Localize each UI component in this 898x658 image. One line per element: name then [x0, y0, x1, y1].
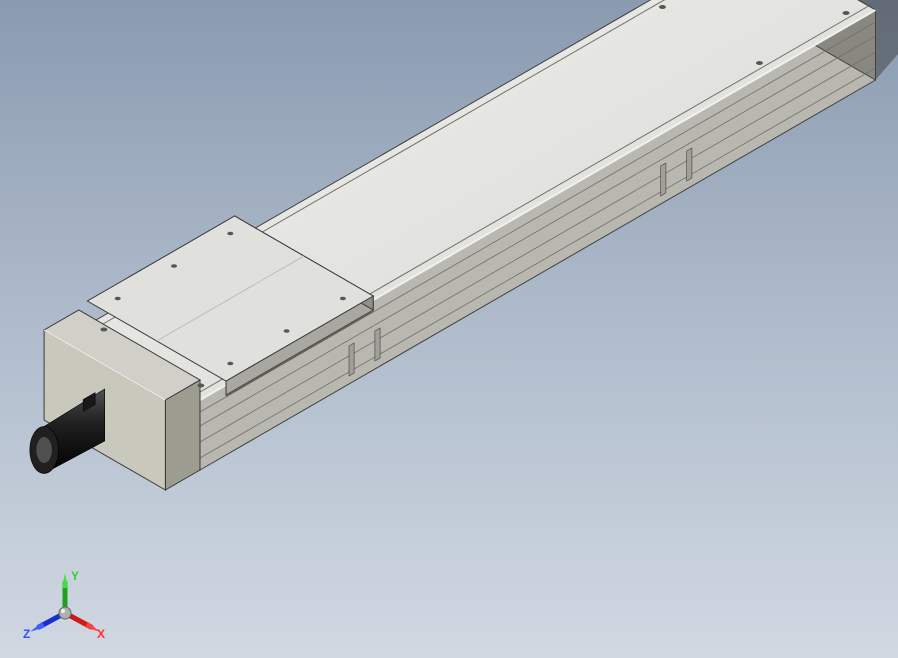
orientation-triad[interactable]: X Y Z — [20, 558, 110, 648]
axis-label-y: Y — [71, 569, 79, 583]
model-render — [0, 0, 898, 658]
axis-label-z: Z — [23, 627, 30, 641]
cad-viewport[interactable]: X Y Z — [0, 0, 898, 658]
axis-label-x: X — [97, 627, 105, 641]
